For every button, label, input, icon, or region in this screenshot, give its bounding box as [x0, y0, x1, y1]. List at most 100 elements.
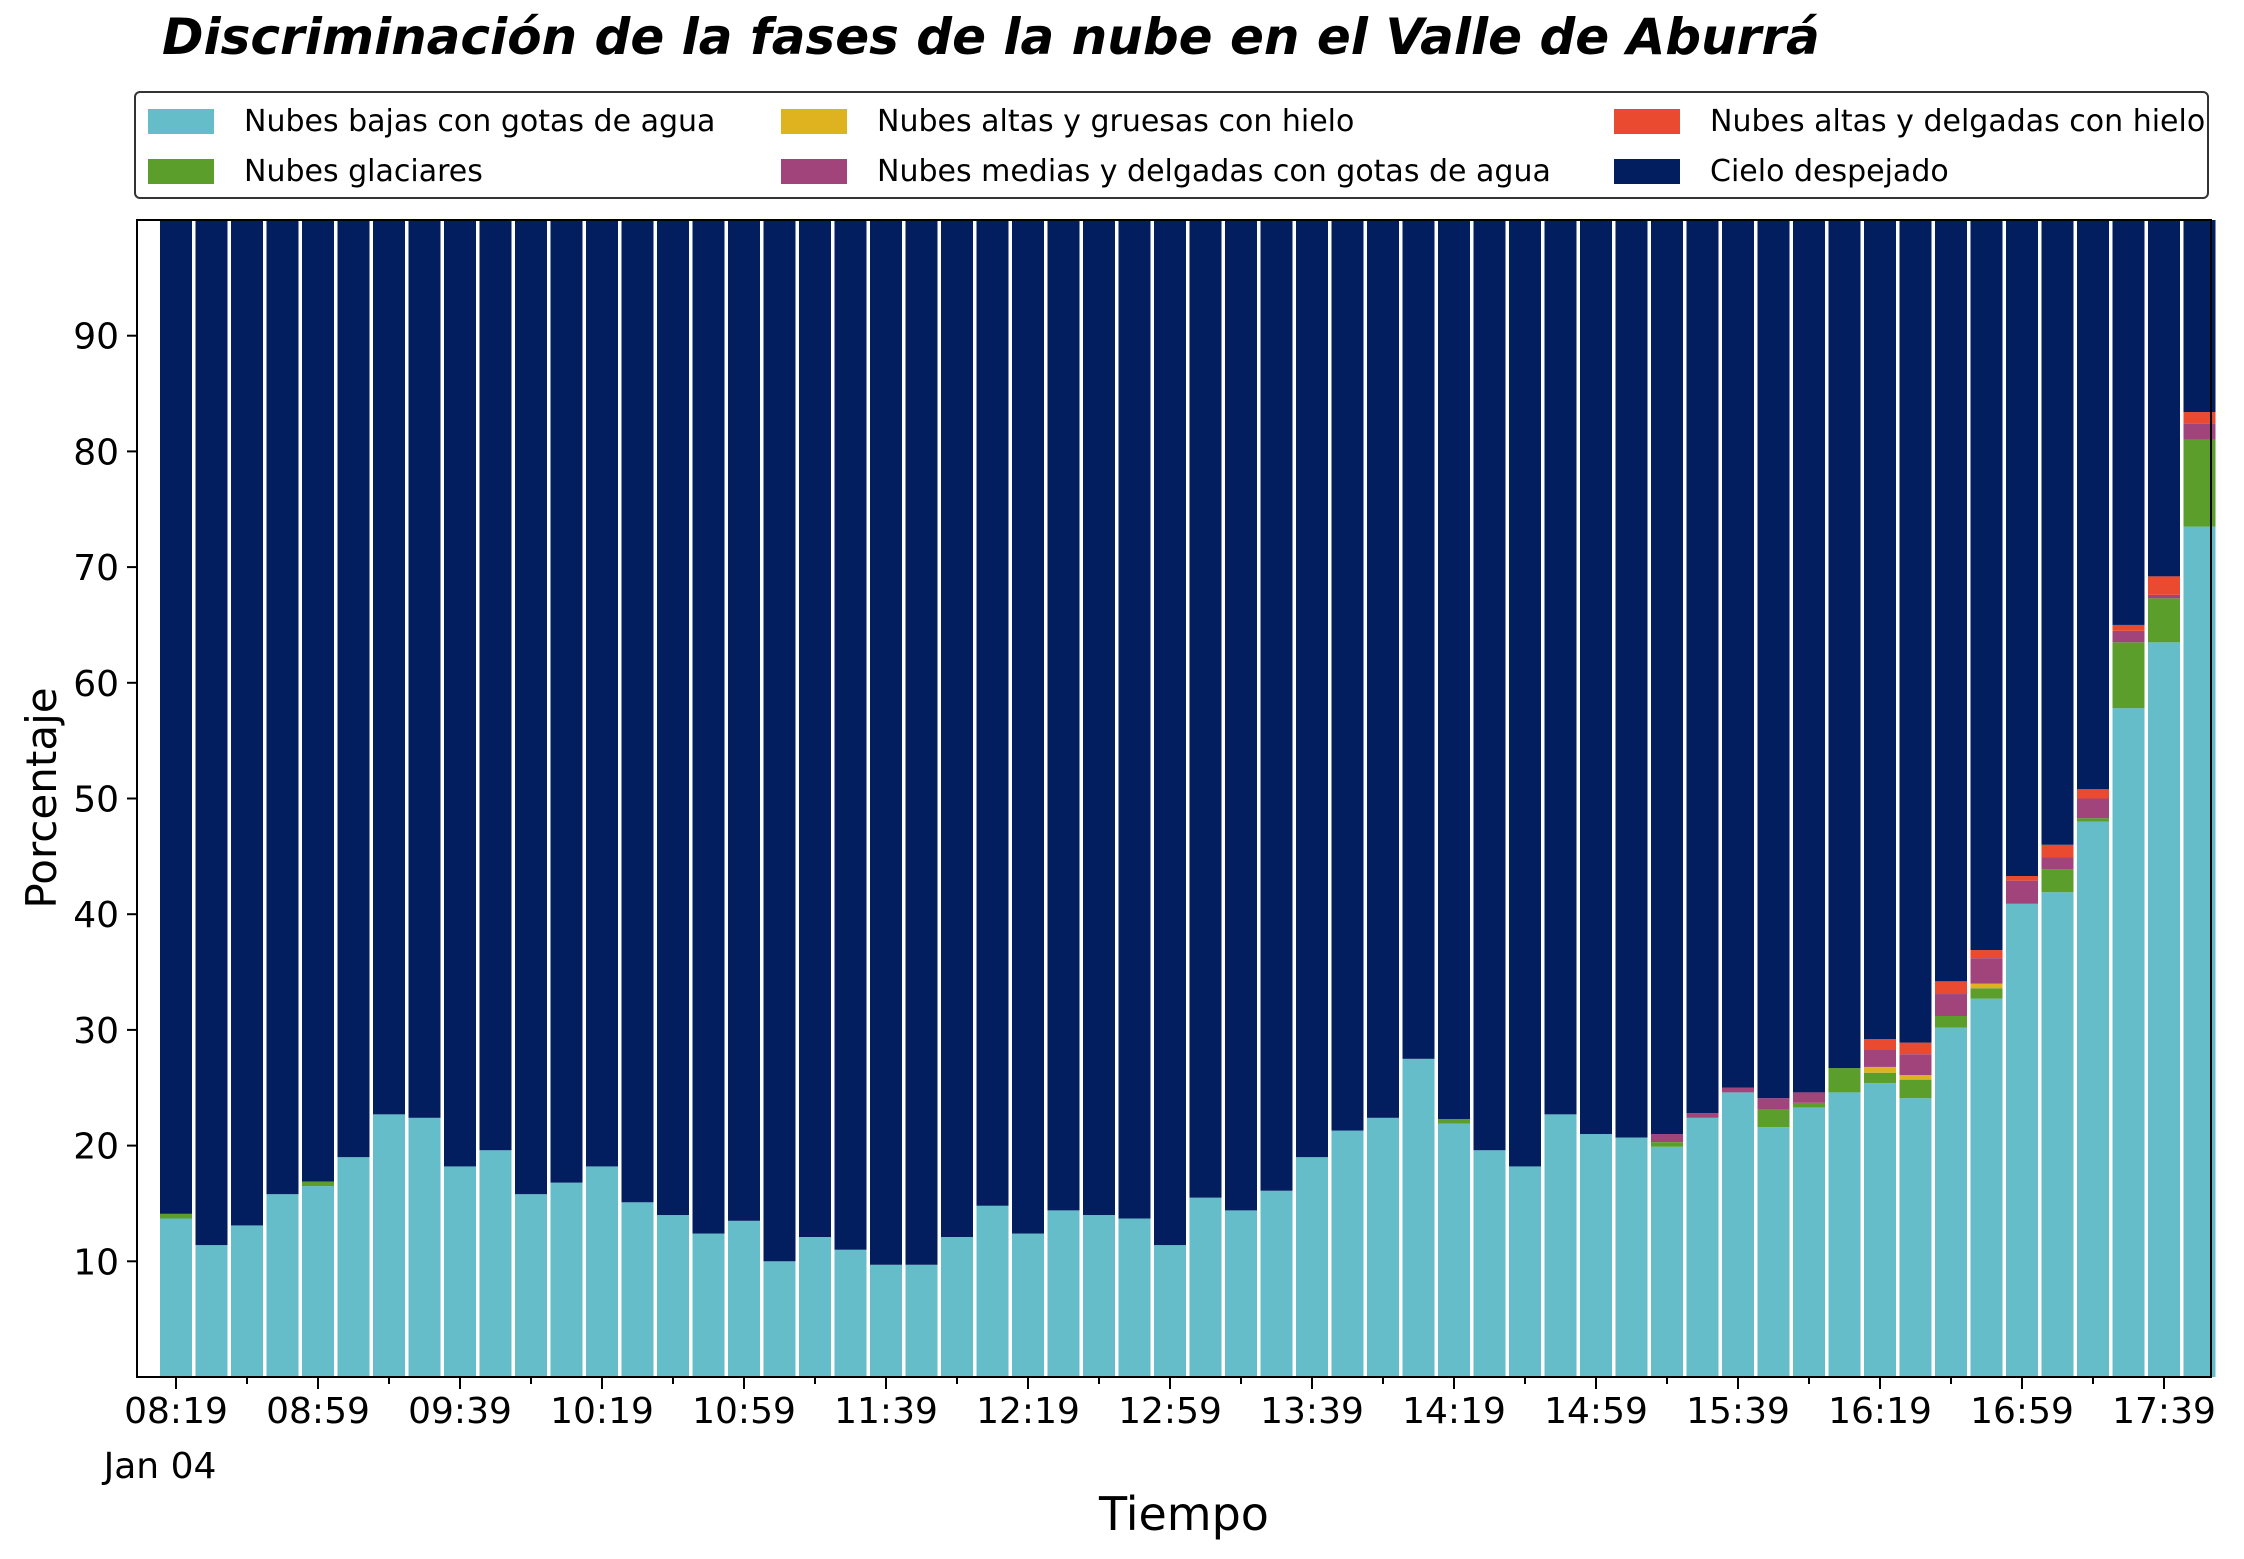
y-tick-label: 30	[73, 1011, 119, 1052]
bar-segment	[337, 220, 370, 1158]
x-tick-label: 14:59	[1544, 1391, 1648, 1432]
bar-segment	[1793, 1107, 1825, 1377]
bar-segment	[373, 1114, 405, 1377]
y-tick-label: 50	[73, 780, 119, 821]
x-tick-label: 09:39	[408, 1391, 512, 1432]
legend-label: Nubes altas y delgadas con hielo	[1710, 103, 2206, 139]
bar-segment	[1864, 220, 1896, 1040]
bar-segment	[586, 220, 618, 1167]
y-tick-label: 90	[73, 317, 119, 358]
bar-segment	[302, 1186, 334, 1377]
bar-segment	[302, 1181, 334, 1187]
bar-segment	[1899, 1098, 1932, 1377]
bar-segment	[1828, 220, 1861, 1069]
bar-segment	[444, 1166, 476, 1377]
bar-segment	[2041, 869, 2074, 893]
bar-segment	[1473, 220, 1506, 1151]
bar-segment	[550, 220, 583, 1183]
bar-segment	[1899, 1054, 1932, 1076]
bar-segment	[1686, 1113, 1719, 1118]
bar-segment	[692, 1233, 725, 1377]
bar-segment	[1225, 220, 1257, 1211]
bar-segment	[1935, 1016, 1967, 1028]
legend-swatch	[781, 108, 847, 134]
bar-segment	[621, 1202, 654, 1377]
x-tick-label: 17:39	[2112, 1391, 2216, 1432]
bar-segment	[1970, 950, 2003, 959]
bar-segment	[976, 1205, 1009, 1377]
x-axis-date-label: Jan 04	[102, 1446, 217, 1487]
bar-segment	[408, 1117, 441, 1377]
bar-segment	[2006, 880, 2038, 904]
bar-segment	[834, 220, 867, 1250]
bar-segment	[1260, 1190, 1293, 1377]
x-tick-label: 12:59	[1118, 1391, 1222, 1432]
bar-segment	[408, 220, 441, 1118]
bar-segment	[231, 220, 263, 1226]
x-tick-label: 08:19	[124, 1391, 228, 1432]
bar-segment	[799, 1237, 831, 1377]
bar-segment	[1970, 988, 2003, 999]
bar-segment	[1509, 1166, 1541, 1377]
bar-segment	[2006, 876, 2038, 881]
y-tick-label: 80	[73, 432, 119, 473]
bar-segment	[1722, 220, 1754, 1088]
bar-segment	[1899, 1042, 1932, 1055]
x-tick-label: 10:19	[550, 1391, 654, 1432]
bar-segment	[870, 1264, 902, 1377]
bar-segment	[2006, 903, 2038, 1377]
bar-segment	[1047, 220, 1080, 1211]
bar-segment	[266, 220, 299, 1195]
bar-segment	[1899, 1075, 1932, 1080]
bar-segment	[1970, 220, 2003, 951]
chart-title: Discriminación de la fases de la nube en…	[162, 8, 1820, 66]
bar-segment	[1438, 1123, 1470, 1377]
bar-segment	[2077, 789, 2109, 799]
bar-segment	[1757, 1098, 1790, 1110]
legend-label: Nubes bajas con gotas de agua	[244, 103, 716, 139]
bar-segment	[1864, 1049, 1896, 1067]
bar-segment	[1935, 994, 1967, 1017]
x-tick-label: 15:39	[1686, 1391, 1790, 1432]
bar-segment	[586, 1166, 618, 1377]
bar-segment	[1367, 220, 1399, 1118]
bar-segment	[763, 1261, 796, 1377]
bar-segment	[1828, 1092, 1861, 1377]
bar-segment	[834, 1249, 867, 1377]
bar-segment	[479, 1150, 512, 1377]
bar-segment	[2077, 821, 2109, 1377]
bar-segment	[1757, 1109, 1790, 1128]
bar-segment	[870, 220, 902, 1265]
bar-segment	[1828, 1068, 1861, 1093]
bar-segment	[550, 1182, 583, 1377]
bar-segment	[337, 1157, 370, 1377]
bar-segment	[1154, 220, 1186, 1246]
bar-segment	[1686, 1117, 1719, 1377]
legend-item: Nubes medias y delgadas con gotas de agu…	[781, 151, 1551, 191]
bar-segment	[2077, 818, 2109, 822]
bar-segment	[1793, 220, 1825, 1093]
bar-segment	[515, 1194, 547, 1377]
bar-segment	[1651, 1134, 1683, 1143]
bar-segment	[2112, 624, 2145, 631]
bar-segment	[1402, 1058, 1435, 1377]
y-tick-label: 10	[73, 1242, 119, 1283]
y-tick-label: 70	[73, 548, 119, 589]
bar-segment	[1970, 958, 2003, 984]
bar-segment	[2148, 598, 2180, 643]
bar-segment	[1615, 1137, 1648, 1377]
legend-item: Nubes glaciares	[148, 151, 483, 191]
bar-segment	[2148, 594, 2180, 599]
bar-segment	[302, 220, 334, 1182]
bar-segment	[657, 220, 689, 1216]
legend-swatch	[148, 108, 214, 134]
bar-segment	[1544, 1114, 1577, 1377]
bar-segment	[1012, 220, 1044, 1234]
bar-segment	[1757, 220, 1790, 1099]
bar-segment	[1793, 1102, 1825, 1108]
bar-segment	[1367, 1117, 1399, 1377]
bar-segment	[1438, 1118, 1470, 1124]
bar-segment	[1331, 1130, 1364, 1377]
legend-item: Nubes altas y gruesas con hielo	[781, 101, 1354, 141]
